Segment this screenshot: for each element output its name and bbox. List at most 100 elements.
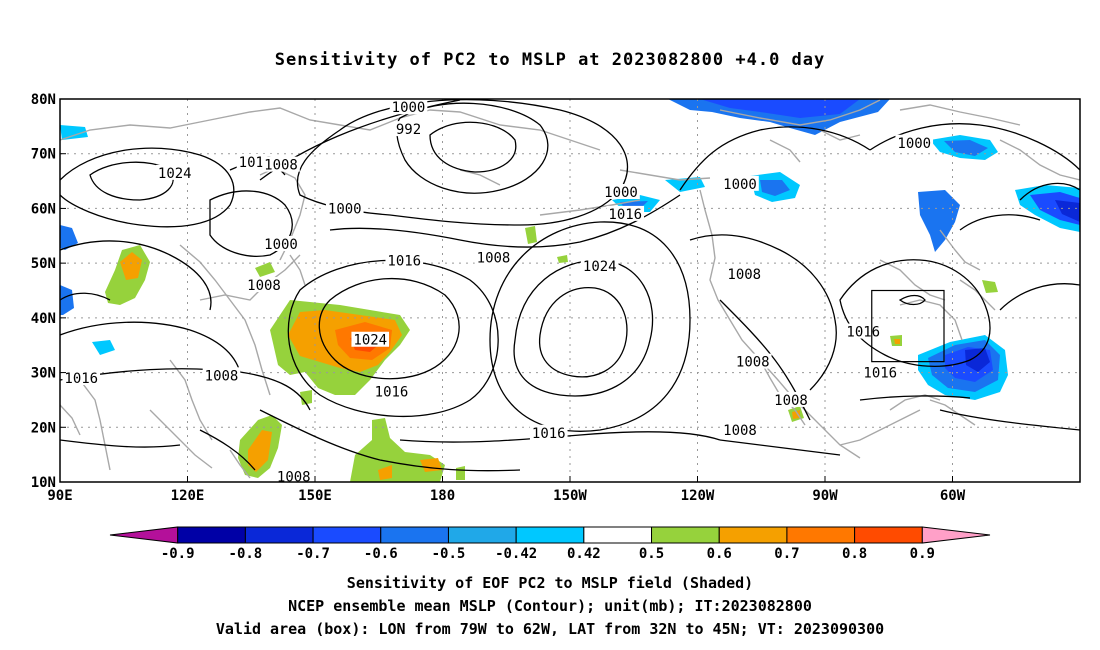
contour-label-bg [262,235,300,251]
lat-label: 50N [31,256,56,272]
lat-label: 40N [31,311,56,327]
colorbar-label: -0.8 [229,546,263,562]
colorbar-label: 0.42 [567,546,601,562]
contour-label: 1016 [532,426,566,442]
colorbar-swatch [244,526,314,544]
lat-label: 30N [31,366,56,382]
lat-label: 20N [31,420,56,436]
colorbar-label: -0.6 [364,546,398,562]
contour-label: 992 [396,122,421,138]
contour-label-bg [721,175,759,191]
colorbar-swatch [583,526,653,544]
contour-label-bg [389,99,428,115]
lon-label: 90W [812,488,838,504]
contour-label-bg [393,121,424,137]
longitude-labels: 90E 120E 150E 180 150W 120W 90W 60W [47,476,966,504]
colorbar-label: -0.5 [432,546,466,562]
caption-shaded: Sensitivity of EOF PC2 to MSLP field (Sh… [346,574,754,592]
contour-label-bg [372,383,411,399]
colorbar-extend-low [109,526,179,544]
contour-label-bg [721,422,759,438]
chart-title: Sensitivity of PC2 to MSLP at 2023082800… [274,50,826,70]
contour-label-bg [274,468,313,484]
contour-label: 1024 [158,166,192,182]
colorbar-label: -0.7 [296,546,330,562]
contour-label-bg [202,367,241,383]
colorbar-swatch [380,526,449,544]
caption-contour: NCEP ensemble mean MSLP (Contour); unit(… [288,597,812,615]
contour-label: 1016 [64,371,98,387]
contour-label: 1000 [723,177,757,193]
colorbar-swatch [651,526,720,544]
contour-label-bg [861,364,900,380]
contour-label-bg [772,391,810,407]
contour-label-bg [733,353,772,369]
contour-label: 1008 [727,267,761,283]
lat-label: 80N [31,92,56,108]
contour-label: 1008 [247,278,281,294]
contour-label: 1016 [375,385,409,401]
contour-label-bg [262,156,300,172]
contour-label: 1008 [277,470,311,486]
contour-label: 1000 [897,136,931,152]
colorbar: -0.9 -0.8 -0.7 -0.6 -0.5 -0.42 0.42 0.5 0.6 0.7 0.… [109,526,991,562]
caption-valid-area: Valid area (box): LON from 79W to 62W, L… [215,620,885,638]
contour-label-bg [580,257,619,273]
contour-label: 1016 [387,253,421,269]
contour-label-bg [529,424,568,440]
lon-label: 120W [681,488,715,504]
lat-label: 60N [31,201,56,217]
sensitivity-shading [60,99,1080,482]
colorbar-swatch [854,526,923,544]
contour-label-bg [155,164,194,180]
contour-label: 1016 [863,366,897,382]
contour-label: 1008 [736,355,770,371]
lon-label: 180 [430,488,455,504]
contour-label: 1008 [774,393,808,409]
contour-label: 1024 [353,333,387,349]
colorbar-extend-high [921,526,991,544]
contour-label-bg [474,249,513,265]
colorbar-label: 0.5 [639,546,664,562]
colorbar-swatch [786,526,856,544]
contour-label: 1000 [328,201,362,217]
contour-label: 1024 [583,259,617,275]
lon-label: 90E [47,488,72,504]
lon-label: 120E [171,488,205,504]
contour-label-bg [351,331,390,347]
contour-label: 1000 [604,185,638,201]
contour-label: 1008 [477,251,511,267]
contour-label: 1016 [608,207,642,223]
contour-label-bg [606,205,645,221]
colorbar-label: 0.6 [707,546,732,562]
contour-label-bg [602,184,640,200]
contour-label-bg [62,370,101,386]
lon-label: 150E [298,488,332,504]
contour-label: 1016 [846,325,880,341]
colorbar-swatch [718,526,788,544]
contour-label: 1000 [264,237,298,253]
colorbar-swatch [312,526,382,544]
contour-labels: 1000 992 1024 1016 1008 1000 1000 1008 1016 1008 1… [62,99,934,486]
contour-label-bg [725,266,764,282]
contour-label-bg [385,252,424,268]
colorbar-swatch [515,526,585,544]
contour-label-bg [245,277,283,293]
contour-label: 1008 [205,368,239,384]
contour-label: 1008 [723,423,757,439]
lon-label: 150W [553,488,587,504]
colorbar-swatch [177,526,246,544]
colorbar-swatch [447,526,517,544]
lat-label: 10N [31,475,56,491]
latitude-labels: 80N 70N 60N 50N 40N 30N 20N 10N [31,92,66,491]
colorbar-label: 0.9 [910,546,935,562]
contour-label-bg [844,323,883,339]
colorbar-label: -0.42 [495,546,537,562]
contour-label-bg [325,200,364,216]
contour-label: 1008 [264,158,298,174]
lon-label: 60W [940,488,966,504]
contour-label: 1000 [392,100,426,116]
contour-label-bg [895,134,934,150]
lat-label: 70N [31,147,56,163]
